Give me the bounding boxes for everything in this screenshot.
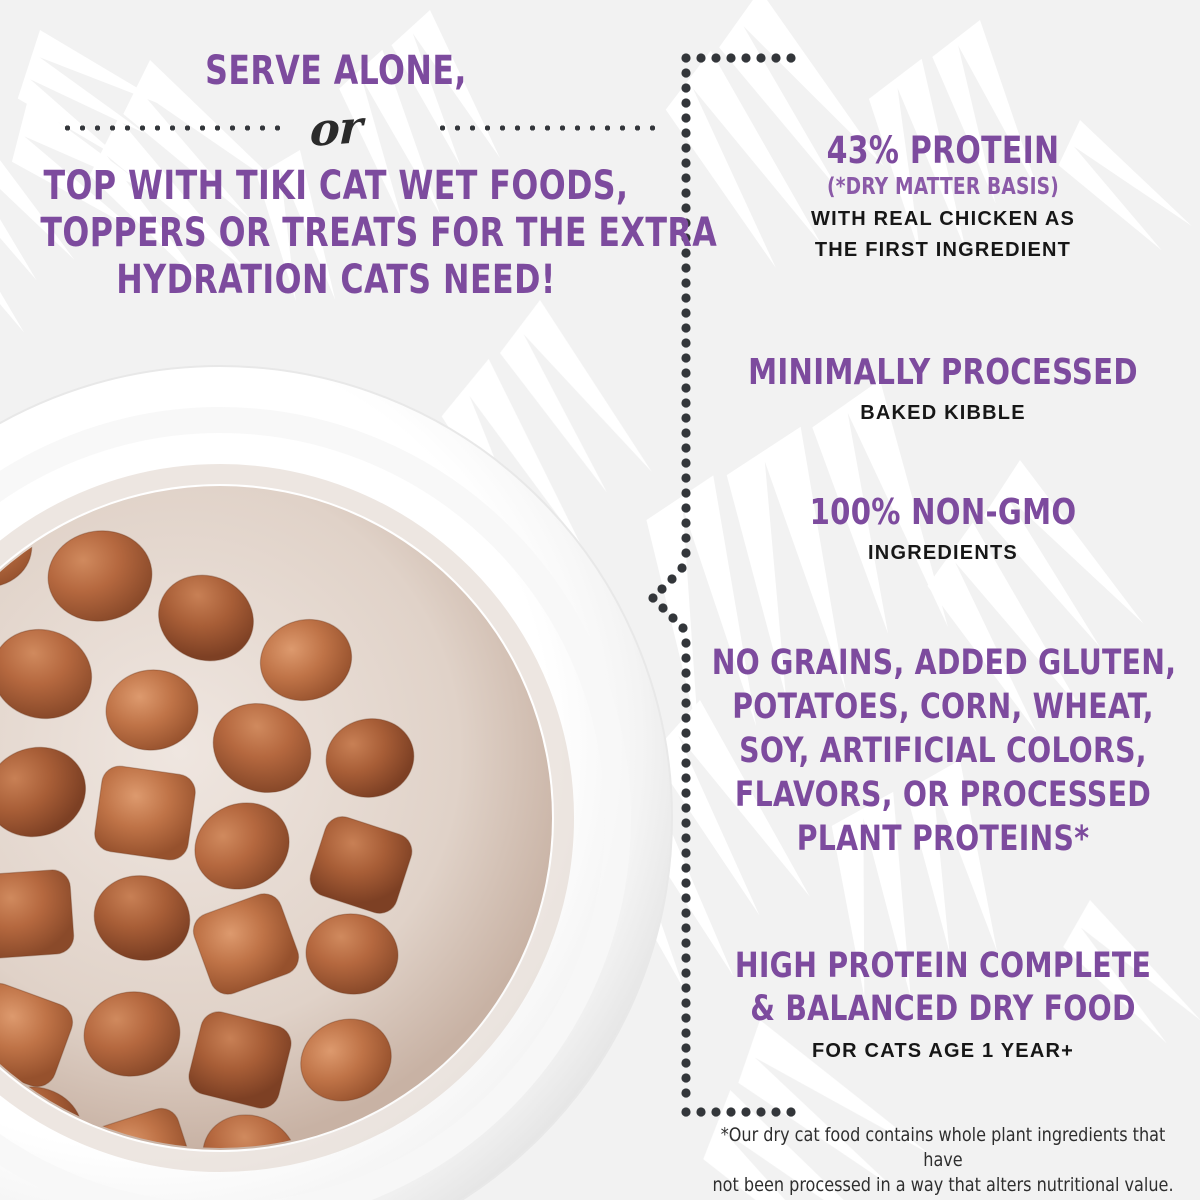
benefit-highprotein-line-1: HIGH PROTEIN COMPLETE <box>734 946 1152 986</box>
benefit-protein-headline: 43% PROTEIN <box>826 129 1060 172</box>
benefit-gmo-headline: 100% NON-GMO <box>809 492 1077 533</box>
benefit-protein-qualifier: (*DRY MATTER BASIS) <box>827 174 1059 200</box>
benefit-non-gmo: 100% NON-GMO INGREDIENTS <box>686 492 1200 566</box>
benefit-nograins-line-3: SOY, ARTIFICIAL COLORS, <box>739 731 1147 771</box>
benefit-gmo-sub: INGREDIENTS <box>868 542 1018 564</box>
benefit-protein-sub-line-2: THE FIRST INGREDIENT <box>814 239 1072 261</box>
headline-serve-alone: SERVE ALONE, <box>205 48 467 94</box>
benefit-nograins-line-2: POTATOES, CORN, WHEAT, <box>732 687 1154 727</box>
benefit-nograins-line-5: PLANT PROTEINS* <box>796 819 1090 859</box>
benefit-processed-sub: BAKED KIBBLE <box>860 402 1026 424</box>
benefit-nograins-line-1: NO GRAINS, ADDED GLUTEN, <box>711 643 1177 683</box>
benefit-high-protein: HIGH PROTEIN COMPLETE & BALANCED DRY FOO… <box>686 945 1200 1064</box>
footnote-line-1: *Our dry cat food contains whole plant i… <box>720 1124 1166 1171</box>
headline-line-2: TOPPERS OR TREATS FOR THE EXTRA <box>40 210 718 256</box>
benefit-protein-sub-line-1: WITH REAL CHICKEN AS <box>811 208 1075 230</box>
headline-line-3: HYDRATION CATS NEED! <box>116 257 556 303</box>
benefit-highprotein-sub: FOR CATS AGE 1 YEAR+ <box>811 1040 1074 1062</box>
dotted-rule-left <box>60 125 286 131</box>
or-divider-row: or <box>0 97 672 159</box>
benefit-minimally-processed: MINIMALLY PROCESSED BAKED KIBBLE <box>686 352 1200 426</box>
benefit-protein: 43% PROTEIN (*DRY MATTER BASIS) WITH REA… <box>686 130 1200 263</box>
benefit-processed-headline: MINIMALLY PROCESSED <box>748 352 1138 393</box>
headline-top-with-group: TOP WITH TIKI CAT WET FOODS, TOPPERS OR … <box>0 163 718 304</box>
headline-line-1: TOP WITH TIKI CAT WET FOODS, <box>43 163 629 209</box>
benefit-nograins-line-4: FLAVORS, OR PROCESSED <box>734 775 1152 815</box>
left-headline-group: SERVE ALONE, or TOP WITH TIKI CAT WET FO… <box>0 48 718 304</box>
kibble-bowl-photo <box>0 318 730 1200</box>
footnote: *Our dry cat food contains whole plant i… <box>701 1123 1184 1198</box>
dotted-rule-right <box>435 125 657 131</box>
benefit-no-grains: NO GRAINS, ADDED GLUTEN, POTATOES, CORN,… <box>686 641 1200 861</box>
or-script-word: or <box>309 99 363 157</box>
footnote-line-2: not been processed in a way that alters … <box>712 1174 1174 1196</box>
benefits-column: 43% PROTEIN (*DRY MATTER BASIS) WITH REA… <box>686 0 1200 1200</box>
benefit-highprotein-line-2: & BALANCED DRY FOOD <box>750 989 1136 1029</box>
